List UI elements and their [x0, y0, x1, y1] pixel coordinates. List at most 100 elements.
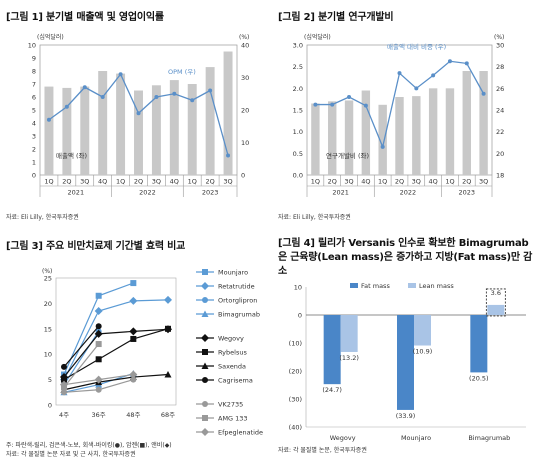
chart4-source: 자료: 각 물질별 논문, 한국투자증권: [278, 447, 367, 454]
left-y-tick-label: 6: [32, 94, 36, 102]
data-label: (13.2): [339, 354, 359, 362]
x-tick-label: 1Q: [445, 178, 454, 186]
year-group-label: 2023: [458, 189, 475, 197]
series-line: [63, 328, 169, 378]
legend-label: Saxenda: [218, 363, 246, 371]
bar: [428, 88, 438, 175]
year-group-label: 2021: [332, 189, 349, 197]
x-tick-label: 3Q: [479, 178, 488, 186]
year-group-label: 2022: [139, 189, 156, 197]
bar: [395, 97, 404, 175]
highlight-box: [485, 288, 506, 317]
line-point: [464, 61, 469, 66]
x-tick-label: 48주: [126, 411, 140, 419]
line-point: [208, 88, 213, 93]
series-point: [95, 386, 102, 393]
series-point: [95, 323, 102, 330]
bar: [151, 85, 161, 175]
x-tick-label: Bimagrumab: [468, 434, 510, 442]
x-tick-label: 3Q: [223, 178, 232, 186]
x-tick-label: 2Q: [206, 178, 215, 186]
x-tick-label: 1Q: [311, 178, 320, 186]
bar: [116, 73, 126, 175]
chart1-source: 자료: Eli Lilly, 한국투자증권: [6, 214, 79, 221]
legend-label: Bimagrumab: [218, 311, 260, 319]
year-group-label: 2022: [400, 189, 417, 197]
bar: [223, 51, 233, 175]
bar: [187, 84, 197, 175]
left-axis-unit: (십억달러): [304, 33, 331, 41]
line-point: [347, 95, 352, 99]
legend-marker: [202, 269, 208, 275]
right-y-tick-label: 30: [241, 74, 249, 82]
bar: [44, 86, 54, 175]
bar: [414, 315, 431, 346]
legend-label: VK2735: [218, 401, 243, 409]
bar: [134, 90, 143, 175]
right-axis-unit: (%): [239, 34, 249, 41]
bar: [378, 104, 387, 175]
data-label: (33.9): [396, 412, 416, 420]
bar: [323, 315, 341, 385]
bar: [80, 86, 90, 175]
series-point: [94, 307, 103, 316]
x-tick-label: 4Q: [98, 178, 107, 186]
line-point: [190, 98, 195, 103]
x-tick-label: 4Q: [429, 178, 438, 186]
x-tick-label: Mounjaro: [401, 434, 431, 442]
x-tick-label: 3Q: [344, 178, 353, 186]
x-tick-label: 36주: [92, 411, 106, 419]
y-tick-label: 10: [44, 351, 52, 359]
line-point: [82, 85, 87, 90]
y-axis-unit: (%): [42, 268, 52, 275]
legend-marker: [201, 428, 209, 436]
bar-series-label: 매출액 (좌): [56, 151, 87, 160]
legend-marker: [201, 282, 209, 290]
legend-label: Ortorglipron: [218, 297, 257, 305]
x-tick-label: Wegovy: [330, 434, 356, 442]
chart3-source: 자료: 각 물질별 논문 자료 및 근 사치, 한국투자증권: [6, 451, 136, 458]
legend-label: Lean mass: [419, 282, 454, 290]
x-tick-label: 4주: [59, 411, 69, 419]
legend-label: Mounjaro: [218, 269, 248, 277]
right-y-tick-label: 20: [241, 107, 249, 115]
legend-label: Cagrisema: [218, 377, 253, 385]
y-tick-label: 0: [298, 312, 302, 320]
line-point: [226, 153, 231, 158]
bar: [98, 71, 108, 175]
left-y-tick-label: 0.5: [293, 150, 303, 158]
line-point: [431, 73, 436, 78]
data-label: (24.7): [322, 386, 342, 394]
y-tick-label: (40): [289, 424, 302, 432]
legend-marker: [201, 362, 209, 369]
data-label: 3.6: [491, 289, 501, 297]
line-point: [397, 71, 402, 76]
bar: [361, 90, 371, 175]
chart1-title: [그림 1] 분기별 매출액 및 영업이익률: [6, 12, 164, 23]
left-y-tick-label: 9: [32, 55, 36, 63]
left-y-tick-label: 1: [32, 159, 36, 167]
series-point: [130, 376, 137, 383]
chart2-source: 자료: Eli Lilly, 한국투자증권: [278, 214, 351, 221]
y-tick-label: (30): [289, 396, 302, 404]
series-line: [63, 328, 169, 381]
series-point: [164, 295, 172, 304]
chart3-note: 주: 파란색-릴리, 검은색-노보, 회색-바이킹(●), 암젠(■), 앤비(…: [6, 442, 172, 449]
left-y-tick-label: 10: [28, 42, 36, 50]
legend-marker: [201, 334, 209, 342]
chart2-title: [그림 2] 분기별 연구개발비: [278, 12, 394, 23]
bar: [462, 71, 471, 175]
x-tick-label: 2Q: [134, 178, 143, 186]
line-point: [136, 111, 141, 116]
series-point: [129, 296, 138, 305]
x-tick-label: 1Q: [378, 178, 387, 186]
line-point: [330, 102, 335, 107]
y-tick-label: (20): [289, 368, 302, 376]
x-tick-label: 2Q: [395, 178, 404, 186]
right-y-tick-label: 28: [496, 63, 504, 71]
x-tick-label: 2Q: [462, 178, 471, 186]
chart4-title: [그림 4] 릴리가 Versanis 인수로 확보한 Bimagrumab은 …: [278, 238, 533, 277]
left-y-tick-label: 3: [32, 133, 36, 141]
